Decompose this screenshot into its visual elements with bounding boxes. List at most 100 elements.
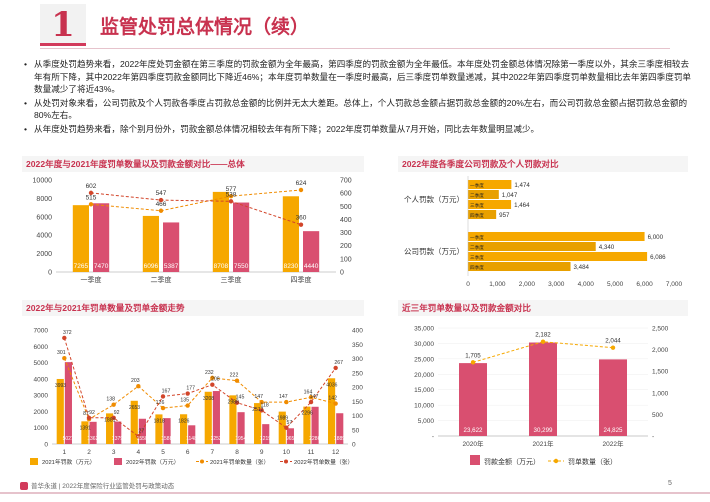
x-tick-label: 1 <box>63 449 67 456</box>
x-tick-label: 1,000 <box>489 281 506 288</box>
legend-swatch <box>114 458 122 465</box>
x-tick-label: 7,000 <box>666 281 683 288</box>
bullet-2: 从处罚对象来看，公司罚款及个人罚款各季度占罚款总金额的比例并无太大差距。总体上，… <box>24 97 694 122</box>
bar <box>163 222 180 272</box>
bar <box>303 231 320 272</box>
line-value-label: 267 <box>334 360 343 366</box>
bar <box>286 428 294 444</box>
pwc-logo-icon <box>20 482 28 491</box>
y-left-tick-label: 35,000 <box>414 326 434 333</box>
bar <box>468 190 499 199</box>
legend-label: 2021年罚款（万元） <box>42 458 95 466</box>
line-value-label: 92 <box>114 410 120 416</box>
line-point <box>470 360 476 365</box>
bar-series-label: 一季度 <box>470 182 484 189</box>
line-point <box>333 365 338 371</box>
y-left-tick-label: 10,000 <box>414 403 434 410</box>
bar <box>459 363 487 436</box>
line-point <box>62 335 67 341</box>
line-value-label: 87 <box>83 411 89 417</box>
line-point <box>333 401 338 406</box>
summary-bullets: 从季度处罚趋势来看，2022年度处罚金额在第三季度的罚款金额为全年最高，第四季度… <box>24 58 694 137</box>
line-value-label: 2,182 <box>535 332 551 339</box>
y-left-tick-label: 6000 <box>34 344 49 351</box>
line-point <box>284 399 289 405</box>
legend-label: 罚单数量（张） <box>568 457 617 466</box>
bar-value-label: 6,000 <box>648 234 664 241</box>
bar <box>468 252 648 261</box>
x-tick-label: 二季度 <box>151 275 172 284</box>
line-value-label: 2,044 <box>605 338 621 345</box>
legend-label: 2022年罚款（万元） <box>126 458 179 466</box>
x-tick-label: 4,000 <box>578 281 595 288</box>
legend-swatch <box>553 458 559 464</box>
x-tick-label: 11 <box>308 449 315 456</box>
line-value-label: 466 <box>156 201 167 208</box>
y-right-tick-label: 200 <box>352 385 363 392</box>
x-tick-label: 8 <box>235 449 239 456</box>
legend-swatch <box>470 455 480 465</box>
line-value-label: 135 <box>180 398 189 404</box>
line-value-label: 147 <box>310 394 319 400</box>
bar <box>282 196 299 272</box>
x-tick-label: 4 <box>137 449 141 456</box>
y-left-tick-label: 10000 <box>33 178 53 185</box>
legend-swatch <box>30 458 38 465</box>
bar-series-label: 四季度 <box>470 264 484 271</box>
bar-value-label: 7470 <box>94 263 109 270</box>
x-tick-label: 6 <box>186 449 190 456</box>
y-right-tick-label: 350 <box>352 342 363 349</box>
bar <box>212 191 229 272</box>
company-vs-individual-chart: 一季度 1,474 二季度 1,047 三季度 1,464 四季度 957 个人罚款（万元） 一季… <box>404 176 683 288</box>
y-left-tick-label: 5,000 <box>418 418 435 425</box>
line-value-label: 126 <box>156 400 165 406</box>
line-point <box>160 394 166 399</box>
bar-value-label: 2653 <box>129 405 140 411</box>
x-tick-label: 12 <box>332 449 340 456</box>
line-point <box>185 391 190 396</box>
bar <box>468 232 645 241</box>
line-point <box>210 375 215 381</box>
bar-value-label: 1391 <box>80 425 91 431</box>
line-value-label: 57 <box>286 420 292 426</box>
y-right-tick-label: 500 <box>340 204 352 211</box>
bar-series-label: 二季度 <box>470 244 484 251</box>
legend-swatch <box>284 459 288 464</box>
panel-1-title: 2022年度与2021年度罚单数量以及罚款金额对比——总体 <box>22 156 364 172</box>
bar-series-label: 一季度 <box>470 234 484 241</box>
x-tick-label: 6,000 <box>636 281 653 288</box>
x-tick-label: 3 <box>112 449 116 456</box>
footer: 普华永道 | 2022年度保险行业监管处罚与政策动态 <box>20 480 174 491</box>
y-left-tick-label: 8000 <box>36 196 52 203</box>
y-right-tick-label: 100 <box>352 413 363 420</box>
line-point <box>185 403 190 408</box>
y-right-tick-label: 400 <box>352 328 363 335</box>
y-left-tick-label: 2000 <box>36 251 52 258</box>
line-value-label: 624 <box>296 180 307 187</box>
y-category-label: 公司罚款（万元） <box>404 246 464 256</box>
y-right-tick-label: - <box>652 434 654 441</box>
bar <box>89 421 97 444</box>
line-value-label: 177 <box>186 386 195 392</box>
bar-value-label: 4,340 <box>599 244 615 251</box>
page-header: 1 监管处罚总体情况（续） <box>0 0 710 52</box>
series-line <box>90 192 302 226</box>
bar-value-label: 7550 <box>234 263 249 270</box>
line-value-label: 203 <box>131 378 140 384</box>
three-year-comparison-chart: - 5,000 10,000 15,000 20,000 25,000 30,000 35,0… <box>414 326 669 467</box>
y-left-tick-label: 1000 <box>34 425 49 432</box>
x-tick-label: 2,000 <box>519 281 536 288</box>
line-point <box>210 382 215 387</box>
bar <box>468 210 497 219</box>
bar <box>130 400 138 444</box>
y-right-tick-label: 0 <box>352 442 356 449</box>
x-tick-label: 2020年 <box>463 439 484 448</box>
y-left-tick-label: 3000 <box>34 393 49 400</box>
bar <box>180 414 188 444</box>
bar <box>599 359 627 436</box>
line-value-label: 145 <box>236 395 245 401</box>
legend-label: 2021年罚单数量（张） <box>210 458 269 466</box>
line-value-label: 142 <box>328 396 337 402</box>
y-left-tick-label: 0 <box>44 442 48 449</box>
line-point <box>111 402 116 407</box>
